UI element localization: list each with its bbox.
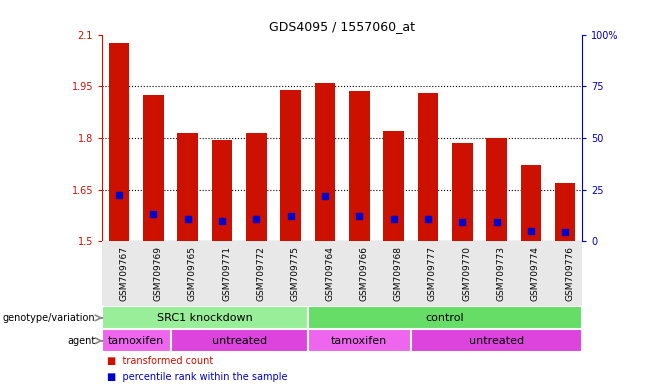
Text: GSM709773: GSM709773 bbox=[497, 247, 505, 301]
Text: GSM709770: GSM709770 bbox=[462, 247, 471, 301]
Text: GSM709765: GSM709765 bbox=[188, 247, 197, 301]
Bar bbox=[308, 329, 411, 352]
Text: GSM709766: GSM709766 bbox=[359, 247, 368, 301]
Bar bbox=[486, 138, 507, 241]
Text: ■  transformed count: ■ transformed count bbox=[107, 356, 213, 366]
Text: GSM709775: GSM709775 bbox=[291, 247, 299, 301]
Bar bbox=[102, 306, 308, 329]
Bar bbox=[170, 329, 308, 352]
Text: GSM709768: GSM709768 bbox=[393, 247, 403, 301]
Bar bbox=[212, 140, 232, 241]
Bar bbox=[349, 91, 370, 241]
Text: agent: agent bbox=[67, 336, 95, 346]
Text: tamoxifen: tamoxifen bbox=[108, 336, 164, 346]
Text: genotype/variation: genotype/variation bbox=[3, 313, 95, 323]
Bar bbox=[384, 131, 404, 241]
Bar bbox=[102, 329, 170, 352]
Text: untreated: untreated bbox=[212, 336, 266, 346]
Bar bbox=[246, 133, 266, 241]
Text: GSM709774: GSM709774 bbox=[531, 247, 540, 301]
Bar bbox=[109, 43, 130, 241]
Bar bbox=[520, 166, 541, 241]
Bar bbox=[418, 93, 438, 241]
Text: control: control bbox=[426, 313, 465, 323]
Text: GSM709771: GSM709771 bbox=[222, 247, 231, 301]
Title: GDS4095 / 1557060_at: GDS4095 / 1557060_at bbox=[269, 20, 415, 33]
Text: untreated: untreated bbox=[469, 336, 524, 346]
Text: GSM709776: GSM709776 bbox=[565, 247, 574, 301]
Bar bbox=[178, 133, 198, 241]
Text: SRC1 knockdown: SRC1 knockdown bbox=[157, 313, 253, 323]
Text: GSM709772: GSM709772 bbox=[257, 247, 265, 301]
Text: GSM709777: GSM709777 bbox=[428, 247, 437, 301]
Text: GSM709767: GSM709767 bbox=[119, 247, 128, 301]
Text: tamoxifen: tamoxifen bbox=[331, 336, 388, 346]
Bar bbox=[143, 95, 164, 241]
Text: ■  percentile rank within the sample: ■ percentile rank within the sample bbox=[107, 372, 288, 382]
Bar bbox=[452, 143, 472, 241]
Bar bbox=[308, 306, 582, 329]
Bar bbox=[411, 329, 582, 352]
Bar bbox=[280, 90, 301, 241]
Bar bbox=[555, 183, 576, 241]
Text: GSM709764: GSM709764 bbox=[325, 247, 334, 301]
Bar bbox=[315, 83, 336, 241]
Text: GSM709769: GSM709769 bbox=[153, 247, 163, 301]
